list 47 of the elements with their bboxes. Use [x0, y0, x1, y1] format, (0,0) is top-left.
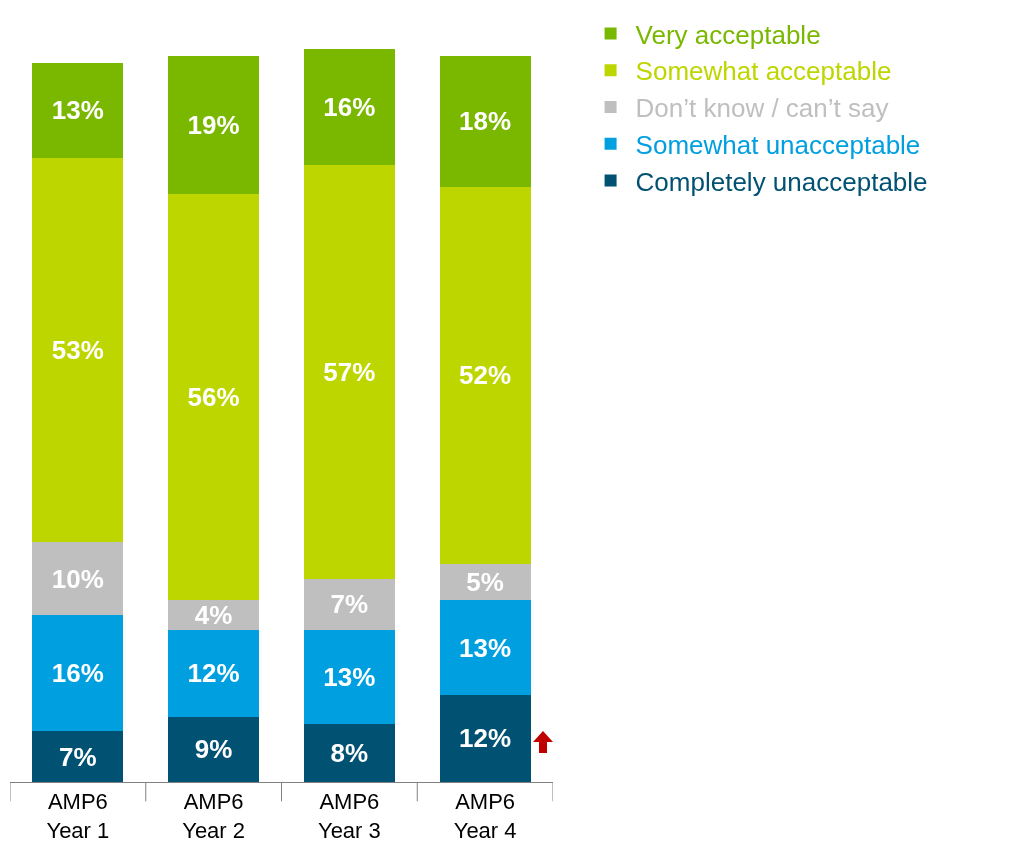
data-label: 13%	[51, 95, 104, 126]
data-label: 53%	[51, 334, 104, 365]
data-label: 56%	[187, 382, 240, 413]
data-label: 13%	[323, 661, 376, 692]
data-label: 18%	[459, 106, 512, 137]
bar	[303, 48, 395, 165]
x-tick-label: AMP6 Year 1	[46, 789, 110, 843]
bar	[439, 694, 531, 782]
bar	[303, 629, 395, 724]
data-label: 12%	[459, 723, 512, 754]
data-label: 9%	[194, 734, 233, 765]
x-tick-label: AMP6 Year 4	[453, 789, 517, 843]
bar	[32, 731, 124, 782]
data-label: 16%	[323, 91, 376, 122]
bar	[168, 193, 260, 601]
bar	[439, 55, 531, 187]
bar	[439, 600, 531, 695]
data-label: 10%	[51, 563, 104, 594]
x-tick-label: AMP6 Year 2	[182, 789, 246, 843]
legend-label: Don’t know / can’t say	[635, 93, 889, 124]
data-label: 57%	[323, 356, 376, 387]
bar	[168, 716, 260, 782]
legend-label: Very acceptable	[635, 19, 821, 50]
data-label: 12%	[187, 658, 240, 689]
data-label: 13%	[459, 632, 512, 663]
data-label: 5%	[466, 567, 504, 598]
data-label: 4%	[194, 599, 233, 630]
bar	[439, 186, 531, 565]
bar	[303, 578, 395, 630]
data-label: 7%	[330, 589, 369, 620]
legend-label: Somewhat acceptable	[635, 56, 892, 87]
data-label: 19%	[187, 109, 240, 140]
bar	[32, 63, 124, 158]
bar	[32, 614, 124, 732]
data-label: 52%	[459, 360, 512, 391]
legend-label: Somewhat unacceptable	[635, 129, 921, 160]
bar	[32, 542, 124, 615]
bar	[168, 55, 260, 194]
bar	[303, 723, 395, 782]
legend-label: Completely unacceptable	[635, 166, 928, 197]
x-tick-label: AMP6 Year 3	[317, 789, 381, 843]
data-label: 8%	[330, 737, 369, 768]
data-label: 7%	[59, 741, 97, 772]
bar	[32, 157, 124, 543]
bar	[168, 629, 260, 717]
data-label: 16%	[51, 658, 104, 689]
bar	[303, 164, 395, 579]
